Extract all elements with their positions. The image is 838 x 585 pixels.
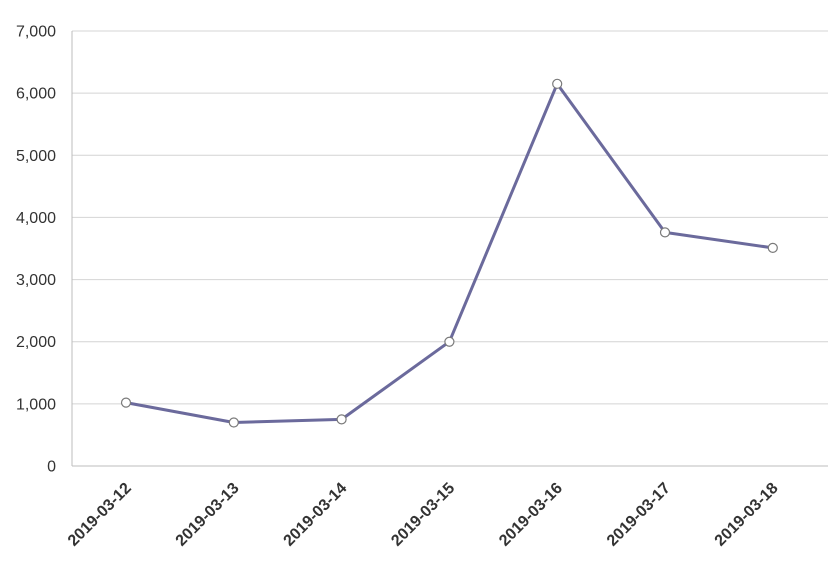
y-axis-tick-labels: 0 1,000 2,000 3,000 4,000 5,000 6,000 7,000 [16, 24, 56, 476]
y-tick-label: 1,000 [16, 396, 56, 413]
x-tick-label: 2019-03-17 [604, 480, 674, 550]
data-point-2019-03-16 [552, 78, 563, 89]
series-layer [124, 82, 775, 424]
y-tick-label: 6,000 [16, 86, 56, 103]
series-line [124, 82, 775, 424]
x-tick-label: 2019-03-12 [65, 480, 135, 550]
data-point-2019-03-18 [767, 242, 778, 253]
y-tick-label: 3,000 [16, 272, 56, 289]
gridlines [71, 30, 828, 467]
x-tick-label: 2019-03-13 [173, 480, 243, 550]
x-tick-label: 2019-03-15 [388, 480, 458, 550]
x-tick-label: 2019-03-18 [712, 480, 782, 550]
data-point-2019-03-15 [444, 336, 455, 347]
x-tick-label: 2019-03-14 [281, 480, 351, 550]
data-points [120, 78, 778, 428]
y-tick-label: 7,000 [16, 24, 56, 41]
data-point-2019-03-13 [228, 417, 239, 428]
data-point-2019-03-17 [659, 227, 671, 238]
y-tick-label: 0 [47, 459, 56, 476]
data-point-2019-03-14 [336, 414, 347, 425]
y-tick-label: 2,000 [16, 334, 56, 351]
y-tick-label: 4,000 [16, 210, 56, 227]
x-axis-tick-labels: 2019-03-12 2019-03-13 2019-03-14 2019-03-15… [65, 480, 782, 550]
x-tick-label: 2019-03-16 [496, 480, 566, 550]
data-point-2019-03-12 [120, 397, 132, 408]
y-tick-label: 5,000 [16, 148, 56, 165]
